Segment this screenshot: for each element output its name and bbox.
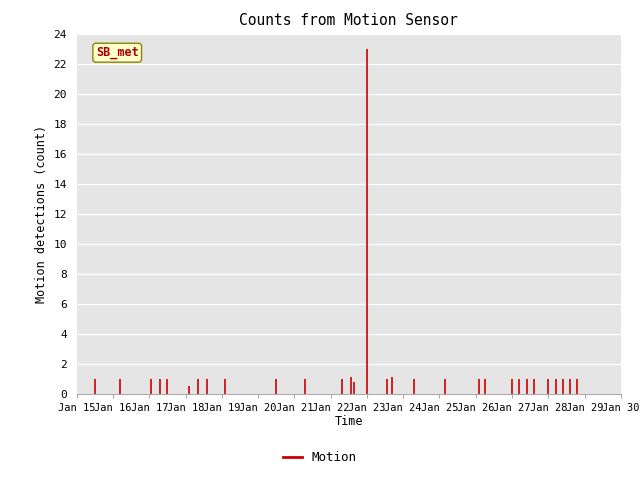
X-axis label: Time: Time <box>335 415 363 429</box>
Y-axis label: Motion detections (count): Motion detections (count) <box>35 124 48 303</box>
Title: Counts from Motion Sensor: Counts from Motion Sensor <box>239 13 458 28</box>
Legend: Motion: Motion <box>278 446 362 469</box>
Text: SB_met: SB_met <box>96 46 139 59</box>
